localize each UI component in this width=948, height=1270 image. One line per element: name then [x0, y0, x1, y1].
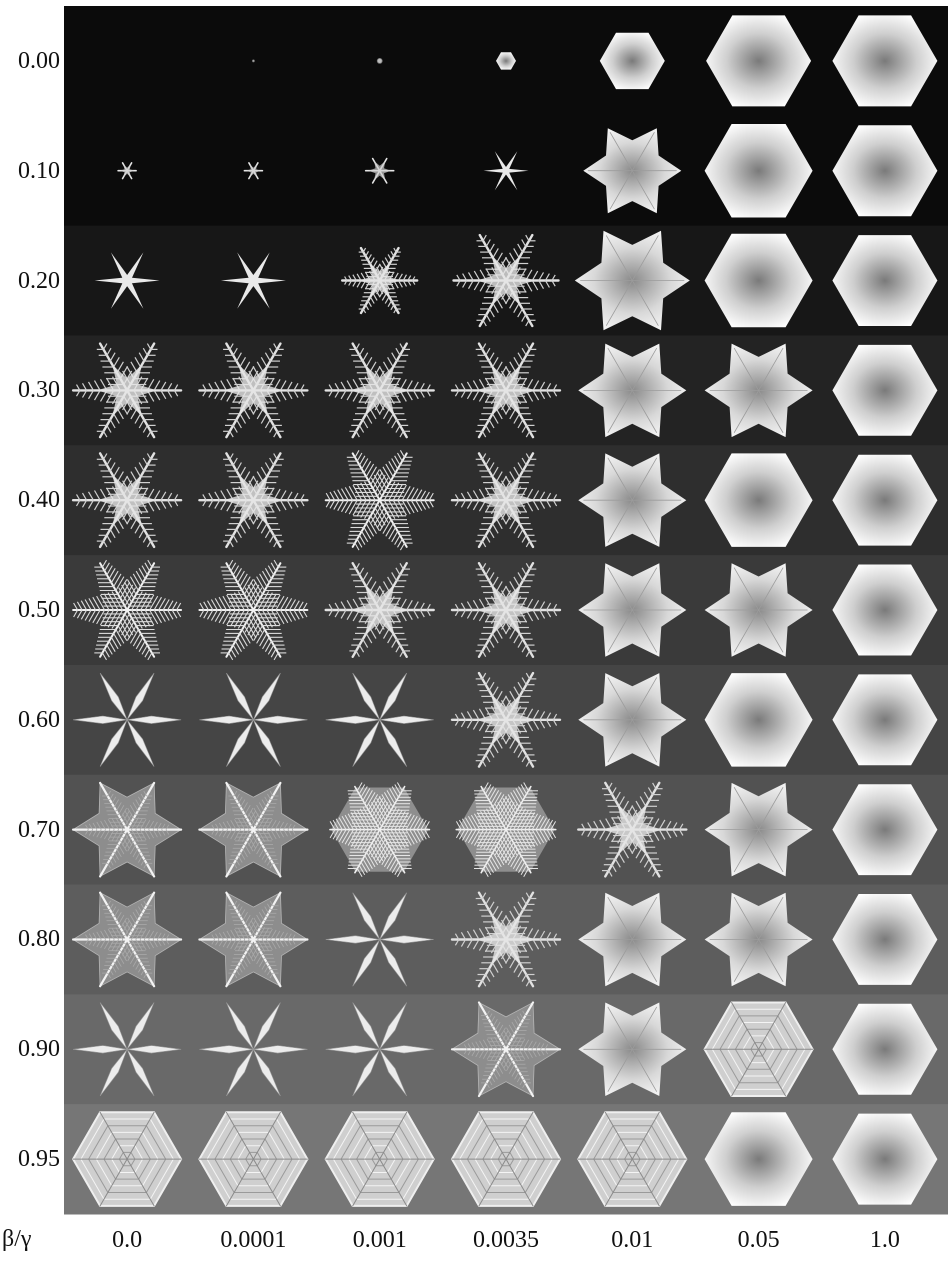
- crystal-hexagon: [832, 454, 938, 546]
- crystal-star-plate: [704, 782, 813, 877]
- crystal-star: [117, 162, 137, 180]
- col-label: 0.001: [352, 1227, 407, 1253]
- crystal-dendrite: [450, 342, 562, 439]
- col-label: 0.0: [112, 1227, 143, 1253]
- crystal-hexagon: [832, 125, 938, 217]
- crystal-hexagon: [704, 453, 813, 547]
- crystal-dendrite: [450, 891, 562, 988]
- row-label: 0.40: [18, 487, 60, 514]
- crystal-dendrite: [71, 452, 183, 549]
- crystal-star-plate: [578, 453, 687, 547]
- crystal-dendrite: [341, 246, 419, 315]
- crystal-hexagon: [832, 894, 938, 985]
- row-label: 0.10: [18, 157, 60, 184]
- crystal-star-plate: [583, 128, 682, 214]
- crystal-star-plate: [578, 673, 687, 767]
- col-label: 0.01: [611, 1227, 654, 1253]
- crystal-needle-star: [325, 892, 434, 987]
- crystal-hexagon: [832, 784, 938, 876]
- crystal-lacy-hexagon: [71, 1111, 183, 1207]
- crystal-star: [483, 151, 529, 191]
- col-label: 0.05: [737, 1227, 780, 1253]
- crystal-needle-star: [325, 1002, 434, 1097]
- crystal-lacy-hexagon: [324, 1111, 435, 1207]
- crystal-sectored-plate: [71, 781, 183, 878]
- crystal-dendrite: [71, 342, 183, 439]
- crystal-star-plate: [704, 563, 813, 657]
- crystal-lacy-hexagon: [198, 1111, 309, 1207]
- crystal-fern: [324, 450, 435, 551]
- crystal-star-plate: [574, 230, 690, 331]
- crystal-lacy-hexagon: [703, 1001, 814, 1097]
- crystal-star-plate: [704, 892, 813, 987]
- crystal-dendrite: [324, 342, 435, 439]
- crystal-sectored-plate: [198, 891, 309, 988]
- crystal-dendrite: [450, 562, 562, 658]
- crystal-fern: [198, 559, 309, 661]
- crystal-star: [364, 157, 395, 184]
- crystal-lacy-hexagon: [450, 1111, 562, 1207]
- crystal-star-plate: [578, 343, 687, 438]
- row-label: 0.60: [18, 706, 60, 733]
- crystal-sectored-plate: [71, 891, 183, 988]
- crystal-star-plate: [704, 343, 813, 438]
- crystal-hexagon: [832, 564, 938, 656]
- crystal-needle-star: [199, 672, 308, 767]
- crystal-dot: [252, 59, 255, 63]
- crystal-star: [220, 252, 286, 309]
- crystal-needle-star: [325, 672, 434, 767]
- crystal-star-plate: [578, 1002, 687, 1096]
- crystal-hexagon: [832, 235, 938, 326]
- col-label: 0.0035: [473, 1227, 539, 1253]
- crystal-star: [243, 162, 264, 180]
- row-label: 0.20: [18, 267, 60, 294]
- crystal-needle-star: [73, 672, 182, 767]
- crystal-fern: [72, 559, 183, 661]
- crystal-hexagon: [832, 1003, 938, 1095]
- crystal-hexagon: [599, 32, 665, 90]
- col-label: 1.0: [869, 1227, 900, 1253]
- crystal-hexagon: [704, 1112, 813, 1206]
- crystal-fern-plate: [329, 782, 431, 878]
- crystal-dendrite: [577, 781, 688, 878]
- crystal-hexagon: [706, 15, 812, 107]
- crystal-hexagon: [496, 52, 516, 70]
- crystal-dendrite: [450, 452, 562, 549]
- crystal-dendrite: [452, 233, 560, 328]
- crystal-dendrite: [450, 671, 562, 768]
- crystal-fern-plate: [455, 782, 557, 878]
- crystal-star: [94, 252, 160, 309]
- row-label: 0.90: [18, 1036, 60, 1063]
- crystal-needle-star: [73, 1002, 182, 1097]
- crystal-star-plate: [578, 892, 687, 987]
- crystal-hexagon: [832, 1113, 938, 1205]
- col-label: 0.0001: [220, 1227, 287, 1253]
- crystal-sectored-plate: [198, 781, 309, 878]
- row-label: 0.00: [18, 47, 60, 74]
- crystal-hexagon: [704, 124, 813, 218]
- crystal-star-plate: [578, 563, 687, 657]
- row-label: 0.95: [18, 1146, 60, 1173]
- crystal-hexagon: [704, 233, 813, 328]
- crystal-dot: [376, 58, 383, 64]
- crystal-dendrite: [198, 452, 309, 549]
- crystal-sectored-plate: [450, 1001, 562, 1098]
- row-label: 0.30: [18, 377, 60, 404]
- crystal-dendrite: [198, 342, 309, 439]
- row-label: 0.50: [18, 597, 60, 623]
- crystal-lacy-hexagon: [577, 1111, 688, 1207]
- row-label: 0.80: [18, 926, 60, 953]
- beta-gamma-axis-symbol: β/γ: [2, 1226, 32, 1252]
- row-label: 0.70: [18, 816, 60, 843]
- crystal-needle-star: [199, 1002, 308, 1097]
- crystal-hexagon: [704, 673, 813, 767]
- crystal-dendrite: [324, 562, 435, 658]
- crystal-hexagon: [832, 344, 938, 436]
- crystal-hexagon: [832, 674, 938, 766]
- crystal-hexagon: [832, 15, 938, 107]
